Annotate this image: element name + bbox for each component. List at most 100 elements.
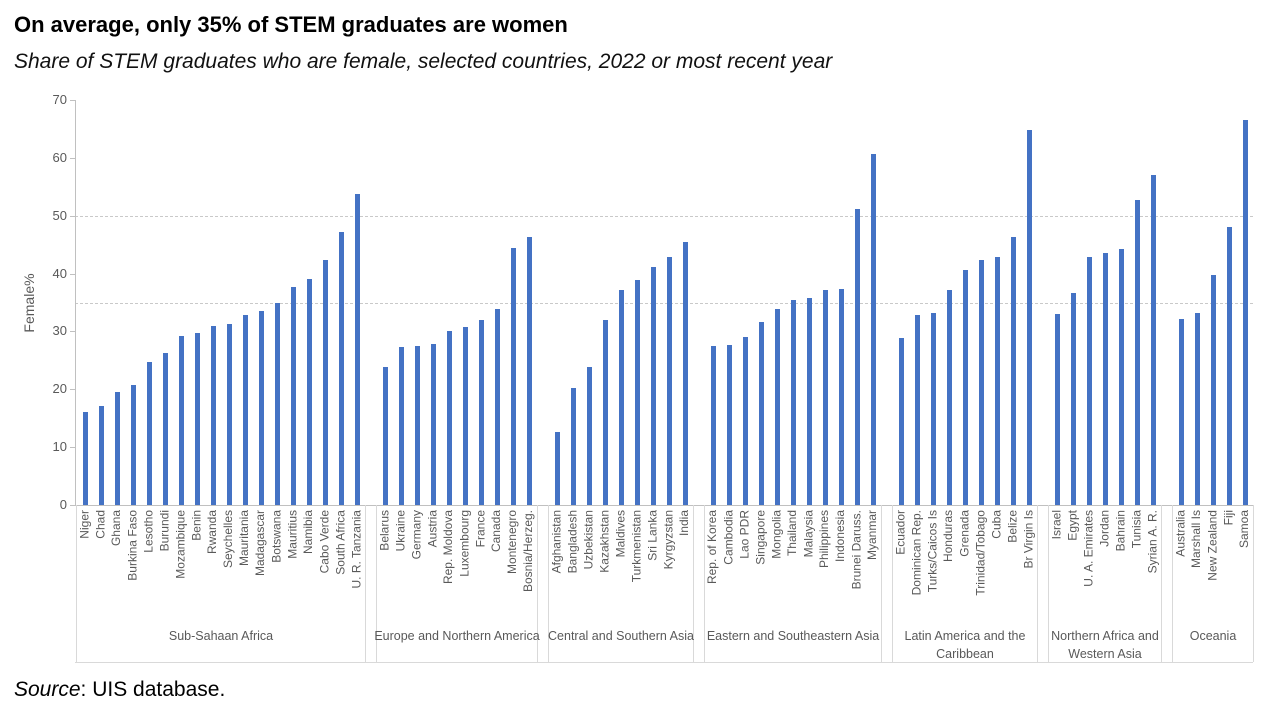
y-axis-tick-label: 40 [52, 265, 67, 281]
gridline-50pct [75, 215, 1253, 217]
bar-syrian-a-r- [1150, 175, 1156, 505]
x-axis-category-label: Cabo Verde [317, 510, 332, 574]
bar-mozambique [178, 336, 184, 505]
x-axis-category-label: Sri Lanka [645, 510, 660, 561]
y-axis-tick [70, 331, 75, 333]
x-axis-category-label: Chad [93, 510, 108, 539]
x-axis-category-label: Lao PDR [737, 510, 752, 559]
bar-rep-moldova [446, 331, 452, 505]
bar-honduras [946, 289, 952, 505]
bar-israel [1054, 314, 1060, 505]
y-axis-tick [70, 273, 75, 275]
x-axis-category-label: Burkina Faso [125, 510, 140, 581]
x-axis-category-label: Fiji [1221, 510, 1236, 526]
bar-mauritania [242, 314, 248, 505]
bar-mongolia [774, 309, 780, 505]
bar-tunisia [1134, 199, 1140, 505]
bar-rwanda [210, 326, 216, 505]
bar-cabo-verde [322, 260, 328, 505]
bar-madagascar [258, 311, 264, 505]
x-axis-category-label: Bosnia/Herzeg. [521, 510, 536, 593]
source-word: Source [14, 678, 81, 701]
bar-lao-pdr [742, 336, 748, 505]
x-axis-group-label: Oceania [1189, 629, 1237, 643]
bar-cuba [994, 257, 1000, 505]
x-axis-category-label: Tunisia [1129, 510, 1144, 549]
bar-thailand [790, 300, 796, 505]
x-axis-category-label: Namibia [301, 510, 316, 555]
x-axis-category-label: Kyrgyzstan [661, 510, 676, 570]
bar-turks-caicos-is [930, 312, 936, 505]
y-axis-tick [70, 389, 75, 391]
bar-indonesia [838, 288, 844, 505]
bar-seychelles [226, 323, 232, 505]
x-axis-category-label: Seychelles [221, 510, 236, 569]
y-axis-tick [70, 100, 75, 101]
y-axis-tick-label: 30 [52, 323, 67, 339]
group-separator-line [537, 505, 538, 662]
group-separator-line [892, 505, 893, 662]
bar-afghanistan [554, 432, 560, 505]
x-axis-category-label: Belize [1005, 510, 1020, 543]
x-axis-category-label: Maldives [613, 510, 628, 558]
chart-subtitle: Share of STEM graduates who are female, … [14, 50, 833, 73]
x-axis-category-label: Australia [1173, 510, 1188, 557]
y-axis-tick [70, 215, 75, 217]
bar-philippines [822, 289, 828, 505]
x-axis-category-label: Br Virgin Is [1021, 510, 1036, 569]
bar-burkina-faso [130, 384, 136, 505]
bar-myanmar [870, 153, 876, 505]
x-axis-category-label: Honduras [941, 510, 956, 563]
bar-brunei-daruss- [854, 208, 860, 505]
x-axis-category-label: Indonesia [833, 510, 848, 563]
bar-new-zealand [1210, 274, 1216, 505]
x-axis-category-label: Ukraine [393, 510, 408, 552]
bar-dominican-rep- [914, 314, 920, 505]
x-axis-category-label: Jordan [1097, 510, 1112, 547]
x-axis-category-label: Madagascar [253, 510, 268, 577]
x-axis-category-label: Lesotho [141, 510, 156, 553]
x-axis-category-label: Afghanistan [549, 510, 564, 574]
bar-u-a-emirates [1086, 256, 1092, 505]
group-separator-line [548, 505, 549, 662]
x-axis-category-label: India [677, 510, 692, 537]
bar-uzbekistan [586, 366, 592, 505]
y-axis-title: Female% [21, 273, 37, 333]
bar-ukraine [398, 347, 404, 505]
bar-br-virgin-is [1026, 130, 1032, 505]
x-axis-category-label: Benin [189, 510, 204, 541]
x-axis-category-label: U. R. Tanzania [349, 510, 364, 589]
bar-maldives [618, 289, 624, 505]
x-axis-category-label: New Zealand [1205, 510, 1220, 581]
group-separator-line [1161, 505, 1162, 662]
x-axis-category-label: France [473, 510, 488, 548]
y-axis-tick-label: 50 [52, 207, 67, 223]
x-axis-group-label: Central and Southern Asia [548, 629, 694, 643]
x-axis-category-label: Mauritania [237, 510, 252, 567]
bar-germany [414, 345, 420, 505]
bar-bangladesh [570, 388, 576, 505]
bar-ghana [114, 392, 120, 505]
bar-canada [494, 308, 500, 505]
x-axis-category-label: Luxembourg [457, 510, 472, 577]
x-axis-category-label: Cuba [989, 510, 1004, 539]
x-axis-category-label: Bahrain [1113, 510, 1128, 552]
x-axis-category-label: U. A. Emirates [1081, 510, 1096, 587]
x-axis-category-label: Mauritius [285, 510, 300, 559]
bar-botswana [274, 302, 280, 505]
source-text: : UIS database. [80, 678, 226, 701]
x-axis-category-label: Cambodia [721, 510, 736, 565]
x-axis-line [75, 505, 1253, 506]
x-axis-category-label: Canada [489, 510, 504, 553]
x-axis-category-label: Malaysia [801, 510, 816, 558]
x-axis-group-label: Europe and Northern America [374, 629, 540, 643]
x-axis-category-label: Kazakhstan [597, 510, 612, 573]
y-axis-tick [70, 447, 75, 449]
category-band-bottom-line [75, 662, 1253, 663]
x-axis-category-label: Philippines [817, 510, 832, 569]
x-axis-category-label: Rwanda [205, 510, 220, 555]
x-axis-category-label: Samoa [1237, 510, 1252, 549]
bar-mauritius [290, 286, 296, 505]
bar-belize [1010, 236, 1016, 505]
